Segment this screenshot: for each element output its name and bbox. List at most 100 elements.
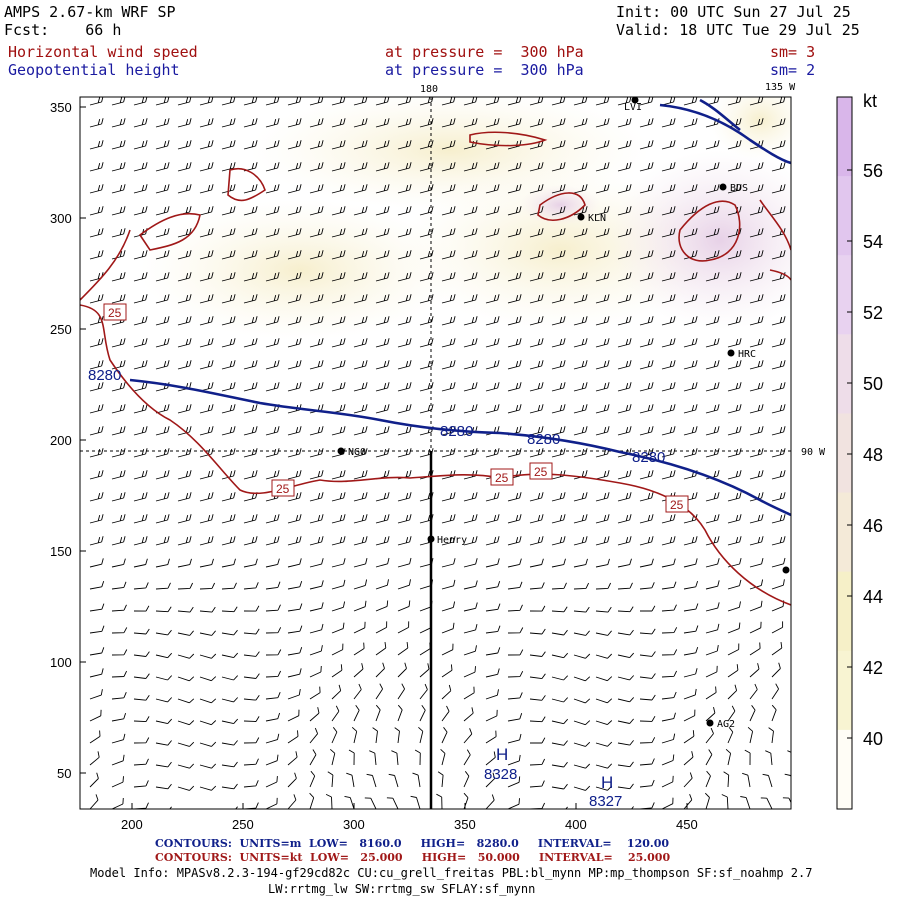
- wind-barb: [529, 673, 546, 680]
- wind-barb: [507, 649, 524, 656]
- wind-barb: [749, 272, 764, 282]
- wind-barb: [441, 705, 450, 722]
- wind-barb: [794, 642, 804, 655]
- wind-barb: [111, 649, 128, 656]
- wind-barb: [507, 206, 522, 216]
- wind-barb: [573, 630, 590, 636]
- wind-barb: [529, 628, 546, 635]
- wind-barb: [573, 720, 591, 726]
- wind-barb: [740, 796, 751, 809]
- wind-barb: [705, 645, 719, 656]
- wind-barb: [727, 140, 742, 150]
- wind-barb: [265, 754, 279, 766]
- wind-barb: [727, 664, 739, 678]
- wind-barb: [243, 404, 258, 414]
- station-hrc: HRC: [738, 349, 756, 360]
- wind-barb: [89, 140, 104, 150]
- colorbar-tick-56: 56: [863, 161, 883, 181]
- wind-barb: [639, 294, 654, 304]
- wind-barb: [199, 228, 214, 238]
- wind-barb: [243, 470, 258, 480]
- wind-barb: [639, 558, 654, 568]
- wind-barb: [375, 579, 389, 590]
- field2-name: Geopotential height: [8, 61, 180, 79]
- wind-barb: [419, 663, 430, 678]
- wind-barb: [397, 360, 412, 370]
- field2-smoothing: sm= 2: [770, 61, 816, 79]
- wind-barb: [485, 382, 500, 392]
- wind-barb: [441, 140, 456, 150]
- wind-barb: [639, 206, 654, 216]
- wind-barb: [794, 118, 807, 127]
- wind-barb: [309, 360, 324, 370]
- wind-barb: [111, 272, 126, 282]
- wind-barb: [199, 272, 214, 282]
- wind-barb: [155, 250, 170, 260]
- wind-barb: [177, 162, 192, 172]
- wind-barb: [441, 162, 456, 172]
- x-axis-labels: 200 250 300 350 400 450: [121, 817, 698, 832]
- colorbar-segment: [837, 729, 852, 810]
- wind-barb: [353, 621, 366, 634]
- wind-barb: [617, 718, 634, 724]
- wind-barb: [243, 272, 258, 282]
- wind-barb: [639, 536, 654, 546]
- wind-barb: [485, 709, 498, 722]
- wind-barb: [243, 382, 258, 392]
- wind-barb: [243, 780, 259, 788]
- wind-barb: [177, 338, 192, 348]
- wind-barb: [507, 670, 524, 678]
- wind-barb: [441, 294, 456, 304]
- wind-barb: [221, 606, 238, 613]
- wind-barb: [595, 492, 610, 502]
- wind-barb: [441, 684, 452, 700]
- wind-barb: [375, 382, 390, 392]
- wind-barb: [727, 426, 742, 436]
- wind-barb: [705, 272, 720, 282]
- wind-barb: [727, 684, 738, 700]
- height-contour: [129, 98, 791, 517]
- wind-barb: [573, 676, 591, 682]
- wind-barb: [111, 492, 126, 502]
- wind-barb: [309, 686, 321, 700]
- wind-barb: [595, 676, 613, 682]
- wind-barb: [683, 294, 698, 304]
- wind-barb: [375, 272, 390, 282]
- wind-barb: [375, 642, 387, 656]
- wind-barb: [463, 404, 478, 414]
- wind-barb: [199, 785, 217, 791]
- valid-time: Valid: 18 UTC Tue 29 Jul 25: [616, 21, 860, 39]
- wind-barb: [794, 140, 807, 149]
- wind-barb: [463, 338, 478, 348]
- wind-barb: [155, 360, 170, 370]
- wind-barb: [463, 707, 474, 722]
- wind-barb: [243, 558, 258, 568]
- wind-barb: [199, 606, 216, 613]
- wind-barb: [177, 582, 194, 590]
- wind-barb: [287, 140, 302, 150]
- wind-barb: [573, 785, 591, 791]
- y-tick-300: 300: [50, 211, 72, 226]
- wind-barb: [419, 118, 434, 128]
- wind-barb: [287, 689, 301, 700]
- wind-barb: [353, 705, 360, 722]
- wind-barb: [595, 426, 610, 436]
- wind-barb: [331, 162, 346, 172]
- wind-barb: [265, 426, 280, 436]
- wind-barb: [243, 694, 260, 701]
- wind-barb: [221, 536, 236, 546]
- wind-barb: [617, 652, 635, 659]
- wind-barb: [265, 514, 280, 524]
- wind-barb: [375, 316, 390, 326]
- wind-barb: [749, 600, 763, 612]
- wind-barb: [749, 470, 764, 480]
- wind-barb: [771, 382, 786, 392]
- wind-barb: [794, 316, 807, 325]
- wind-barb: [573, 228, 588, 238]
- wind-barb: [749, 557, 764, 568]
- wind-barb: [794, 684, 801, 699]
- wind-barb: [221, 338, 236, 348]
- wind-barb: [287, 772, 297, 788]
- wind-barb: [309, 118, 324, 128]
